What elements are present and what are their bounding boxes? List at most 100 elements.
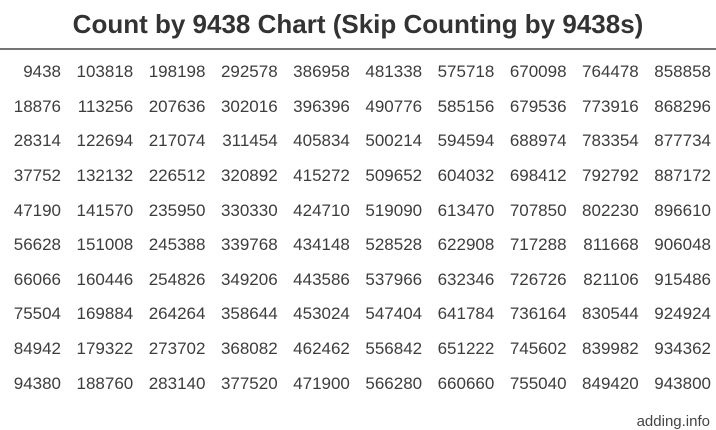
number-cell: 47190 (13, 200, 62, 220)
number-cell: 924924 (654, 304, 711, 324)
table-body: 9438 103818 198198 292578 386958 481338 575718… (0, 55, 711, 401)
number-cell: 368082 (220, 339, 278, 359)
number-cell: 66066 (13, 269, 62, 289)
number-cell: 188760 (76, 373, 134, 393)
number-cell: 745602 (509, 339, 567, 359)
number-cell: 75504 (13, 304, 62, 324)
number-cell: 764478 (582, 62, 639, 82)
number-cell: 736164 (509, 304, 567, 324)
number-cell: 679536 (509, 96, 567, 116)
number-cell: 632346 (437, 269, 495, 289)
number-cell: 94380 (13, 373, 62, 393)
page-title: Count by 9438 Chart (Skip Counting by 94… (72, 9, 644, 39)
number-cell: 56628 (13, 235, 62, 255)
table-row: 28314 122694 217074 311454 405834 500214 59459… (0, 124, 711, 159)
number-cell: 839982 (582, 339, 639, 359)
number-cell: 320892 (220, 166, 278, 186)
number-cell: 471900 (293, 373, 350, 393)
number-cell: 405834 (293, 131, 350, 151)
table-row: 18876 113256 207636 302016 396396 490776 58515… (0, 90, 711, 125)
number-cell: 302016 (220, 96, 278, 116)
number-cell: 651222 (437, 339, 495, 359)
table-row: 75504 169884 264264 358644 453024 547404 64178… (0, 297, 711, 332)
number-cell: 18876 (13, 96, 62, 116)
number-cell: 717288 (509, 235, 567, 255)
number-cell: 726726 (509, 269, 567, 289)
number-cell: 490776 (365, 96, 423, 116)
number-cell: 500214 (365, 131, 423, 151)
number-cell: 604032 (437, 166, 495, 186)
title-divider (0, 48, 716, 50)
table-row: 94380 188760 283140 377520 471900 566280 66066… (0, 366, 711, 401)
skip-counting-table: 9438 103818 198198 292578 386958 481338 575718… (0, 55, 711, 401)
number-cell: 575718 (437, 62, 495, 82)
number-cell: 556842 (365, 339, 423, 359)
number-cell: 547404 (365, 304, 423, 324)
number-cell: 802230 (582, 200, 639, 220)
number-cell: 160446 (76, 269, 134, 289)
number-cell: 849420 (582, 373, 639, 393)
number-cell: 821106 (583, 269, 639, 289)
table-row: 37752 132132 226512 320892 415272 509652 60403… (0, 159, 711, 194)
number-cell: 906048 (654, 235, 711, 255)
number-cell: 698412 (509, 166, 567, 186)
number-cell: 868296 (654, 96, 711, 116)
number-cell: 811668 (583, 235, 639, 255)
number-cell: 141570 (76, 200, 134, 220)
number-cell: 424710 (293, 200, 350, 220)
number-cell: 594594 (437, 131, 495, 151)
number-cell: 613470 (437, 200, 495, 220)
number-cell: 349206 (220, 269, 278, 289)
number-cell: 670098 (509, 62, 567, 82)
number-cell: 151008 (76, 235, 134, 255)
number-cell: 830544 (582, 304, 639, 324)
number-cell: 443586 (293, 269, 350, 289)
number-cell: 688974 (509, 131, 567, 151)
number-cell: 462462 (293, 339, 350, 359)
table-row: 9438 103818 198198 292578 386958 481338 575718… (0, 55, 711, 90)
number-cell: 660660 (437, 373, 495, 393)
number-cell: 481338 (365, 62, 423, 82)
number-cell: 537966 (365, 269, 423, 289)
number-cell: 915486 (654, 269, 711, 289)
page: Count by 9438 Chart (Skip Counting by 94… (0, 10, 716, 430)
number-cell: 622908 (437, 235, 495, 255)
number-cell: 235950 (148, 200, 206, 220)
number-cell: 453024 (293, 304, 350, 324)
table-row: 56628 151008 245388 339768 434148 528528 62290… (0, 228, 711, 263)
number-cell: 585156 (437, 96, 495, 116)
number-cell: 273702 (148, 339, 206, 359)
table-row: 47190 141570 235950 330330 424710 519090 61347… (0, 193, 711, 228)
number-cell: 434148 (293, 235, 350, 255)
number-cell: 396396 (293, 96, 350, 116)
number-cell: 226512 (148, 166, 206, 186)
number-cell: 887172 (654, 166, 711, 186)
number-cell: 943800 (654, 373, 711, 393)
number-cell: 283140 (148, 373, 206, 393)
number-cell: 132132 (76, 166, 134, 186)
number-cell: 292578 (220, 62, 278, 82)
number-cell: 207636 (148, 96, 206, 116)
number-cell: 509652 (365, 166, 423, 186)
number-cell: 113256 (77, 96, 134, 116)
number-cell: 198198 (148, 62, 206, 82)
number-cell: 934362 (654, 339, 711, 359)
number-cell: 566280 (365, 373, 423, 393)
number-cell: 339768 (220, 235, 278, 255)
number-cell: 783354 (582, 131, 639, 151)
number-cell: 877734 (654, 131, 711, 151)
number-cell: 103818 (76, 62, 134, 82)
number-cell: 311454 (222, 131, 278, 151)
number-cell: 792792 (582, 166, 639, 186)
number-cell: 528528 (365, 235, 423, 255)
number-cell: 755040 (509, 373, 567, 393)
number-cell: 858858 (654, 62, 711, 82)
number-cell: 264264 (148, 304, 206, 324)
site-watermark: adding.info (636, 413, 710, 430)
number-cell: 330330 (220, 200, 278, 220)
number-cell: 122694 (76, 131, 134, 151)
number-cell: 519090 (365, 200, 423, 220)
number-cell: 773916 (582, 96, 639, 116)
number-cell: 84942 (13, 339, 62, 359)
number-cell: 28314 (13, 131, 62, 151)
